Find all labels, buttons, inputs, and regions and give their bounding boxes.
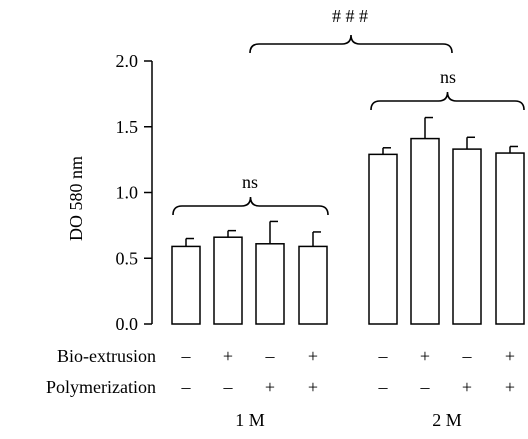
- annotation-layer: ns ns # # #: [172, 6, 525, 216]
- group-label-2m: 2 M: [432, 410, 462, 430]
- bar: [410, 137, 440, 325]
- axis-layer: 0.0 0.5 1.0 1.5 2.0 DO 580 nm: [66, 51, 153, 334]
- y-tick-label: 1.5: [116, 117, 139, 137]
- y-tick-label: 2.0: [116, 51, 139, 71]
- condition-mark: –: [462, 346, 473, 366]
- condition-mark: –: [265, 346, 276, 366]
- condition-mark: –: [378, 346, 389, 366]
- condition-mark: +: [420, 346, 430, 366]
- significance-label: # # #: [332, 6, 368, 26]
- condition-mark: +: [462, 377, 472, 397]
- ns-label-1m: ns: [242, 172, 258, 192]
- bar: [452, 148, 482, 325]
- condition-table: Bio-extrusion – + – + – + – + Polymerization – – + + –…: [46, 346, 515, 430]
- bar: [255, 243, 285, 325]
- bars-layer: [171, 116, 525, 325]
- bar: [495, 152, 525, 325]
- condition-mark: –: [420, 377, 431, 397]
- y-tick-label: 1.0: [116, 183, 139, 203]
- bracket-between-groups: [249, 34, 453, 54]
- bar: [298, 245, 328, 325]
- bracket-1m: [172, 196, 329, 216]
- condition-mark: +: [265, 377, 275, 397]
- condition-mark: +: [505, 346, 515, 366]
- y-tick-label: 0.0: [116, 314, 139, 334]
- bar: [171, 245, 201, 325]
- condition-mark: –: [181, 346, 192, 366]
- condition-mark: –: [378, 377, 389, 397]
- ns-label-2m: ns: [440, 67, 456, 87]
- condition-mark: –: [223, 377, 234, 397]
- y-axis-title: DO 580 nm: [66, 156, 86, 241]
- condition-mark: +: [223, 346, 233, 366]
- bar: [368, 153, 398, 325]
- condition-row-label: Bio-extrusion: [57, 346, 156, 366]
- condition-mark: +: [308, 346, 318, 366]
- condition-mark: +: [505, 377, 515, 397]
- condition-row-label: Polymerization: [46, 377, 156, 397]
- y-tick-label: 0.5: [116, 248, 139, 268]
- bracket-2m: [370, 91, 525, 111]
- group-label-1m: 1 M: [235, 410, 265, 430]
- bar: [213, 236, 243, 325]
- condition-mark: +: [308, 377, 318, 397]
- condition-mark: –: [181, 377, 192, 397]
